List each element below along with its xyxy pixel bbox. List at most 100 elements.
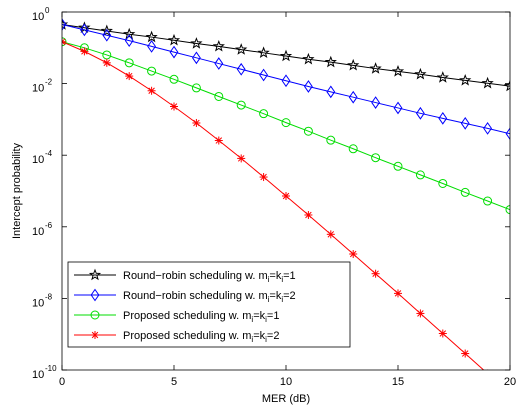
series-2-point — [259, 68, 269, 82]
legend-label-part: i — [265, 315, 267, 324]
series-4 — [62, 37, 514, 398]
series-4-point — [326, 230, 335, 239]
series-4-point — [416, 309, 425, 318]
legend-label-part: Round−robin scheduling w. m — [123, 270, 268, 282]
series-4-point — [304, 210, 313, 219]
legend-item-4: Proposed scheduling w. mi=ki=2 — [74, 330, 279, 344]
series-1-point — [62, 18, 69, 30]
series-1-line — [62, 24, 510, 87]
series-2-point — [326, 85, 336, 99]
series-1-point — [190, 37, 203, 49]
legend-label-part: Proposed scheduling w. m — [123, 330, 251, 342]
legend-label-part: =1 — [283, 270, 296, 282]
legend-label: Proposed scheduling w. mi=ki=2 — [123, 330, 279, 344]
y-tick-label: 10-8 — [32, 292, 53, 309]
series-2-point — [102, 28, 112, 42]
series-1-point — [481, 76, 494, 89]
series-1-point — [123, 27, 136, 40]
series-1-point — [145, 30, 158, 43]
series-3-point — [236, 100, 246, 110]
series-2-point — [483, 121, 493, 135]
legend-label-part: =1 — [267, 310, 280, 322]
series-1-point — [347, 58, 360, 71]
y-tick-base: 10 — [32, 83, 44, 95]
series-3-point — [505, 205, 510, 215]
x-tick-label: 10 — [280, 376, 292, 388]
series-2-point — [79, 23, 89, 37]
series-3-point — [303, 126, 313, 136]
legend-label-part: i — [281, 275, 283, 284]
series-2-point — [124, 34, 134, 48]
series-4-point — [237, 154, 246, 163]
series-4-point — [506, 390, 514, 398]
legend-label-part: =k — [253, 330, 265, 342]
series-4-point — [147, 86, 156, 95]
series-4-point — [259, 173, 268, 182]
series-3-point — [326, 135, 336, 145]
legend-label-part: i — [281, 295, 283, 304]
series-2-point — [438, 111, 448, 125]
x-axis-label: MER (dB) — [262, 393, 310, 405]
series-2-point — [505, 127, 510, 141]
series-4-point — [170, 102, 178, 111]
legend-label-part: i — [251, 315, 253, 324]
series-4-point — [214, 136, 223, 145]
x-tick-label: 15 — [392, 376, 404, 388]
legend-label-part: =2 — [267, 330, 280, 342]
y-tick-exponent: -4 — [45, 149, 53, 158]
series-2-point — [393, 101, 403, 115]
legend-label-part: i — [265, 335, 267, 344]
series-1 — [62, 18, 510, 92]
y-tick-label: 10-4 — [32, 149, 53, 166]
series-2-point — [415, 106, 425, 120]
y-tick-exponent: -2 — [45, 78, 53, 87]
series-2-point — [348, 90, 358, 104]
legend-label: Round−robin scheduling w. mi=ki=1 — [123, 270, 296, 284]
y-tick-exponent: -6 — [45, 221, 53, 230]
series-3-point — [460, 187, 470, 197]
series-4-point — [461, 349, 470, 358]
legend-item-1: Round−robin scheduling w. mi=ki=1 — [74, 268, 296, 284]
series-4-point — [394, 289, 402, 298]
series-4-point — [62, 37, 66, 46]
legend-label-part: Proposed scheduling w. m — [123, 310, 251, 322]
legend-label-part: Round−robin scheduling w. m — [123, 290, 268, 302]
y-tick-label: 100 — [32, 6, 50, 23]
legend-label: Round−robin scheduling w. mi=ki=2 — [123, 290, 296, 304]
legend-swatch-marker — [90, 288, 100, 302]
y-axis-label: Intercept probability — [11, 143, 23, 239]
x-tick-label: 0 — [59, 376, 65, 388]
legend-item-3: Proposed scheduling w. mi=ki=1 — [74, 310, 279, 324]
series-1-point — [212, 39, 225, 52]
y-tick-label: 10-2 — [32, 78, 53, 95]
series-3-point — [348, 144, 358, 154]
series-2-point — [147, 39, 157, 53]
legend-label-part: i — [251, 335, 253, 344]
legend-label-part: i — [268, 275, 270, 284]
legend: Round−robin scheduling w. mi=ki=1Round−r… — [67, 261, 351, 348]
series-2-point — [371, 96, 381, 109]
series-1-point — [257, 46, 270, 59]
series-1-point — [414, 67, 427, 80]
series-2-point — [303, 80, 313, 93]
legend-swatch-marker — [88, 268, 102, 281]
legend-box — [67, 261, 351, 348]
y-tick-base: 10 — [32, 226, 44, 238]
legend-label-part: i — [268, 295, 270, 304]
series-2-line — [62, 24, 510, 135]
series-1-point — [100, 24, 113, 37]
y-tick-label: 10-10 — [32, 364, 57, 381]
series-3-point — [124, 58, 134, 68]
series-4-point — [80, 47, 89, 56]
series-2-point — [214, 57, 224, 70]
series-4-point — [192, 118, 201, 127]
series-4-point — [487, 369, 489, 370]
series-1-point — [369, 62, 382, 74]
series-1-point — [302, 52, 315, 65]
series-4-point — [125, 72, 134, 81]
legend-label: Proposed scheduling w. mi=ki=1 — [123, 310, 279, 324]
y-tick-label: 10-6 — [32, 221, 53, 238]
series-3-point — [259, 109, 269, 119]
series-3-point — [438, 178, 448, 188]
legend-label-part: =k — [269, 270, 281, 282]
